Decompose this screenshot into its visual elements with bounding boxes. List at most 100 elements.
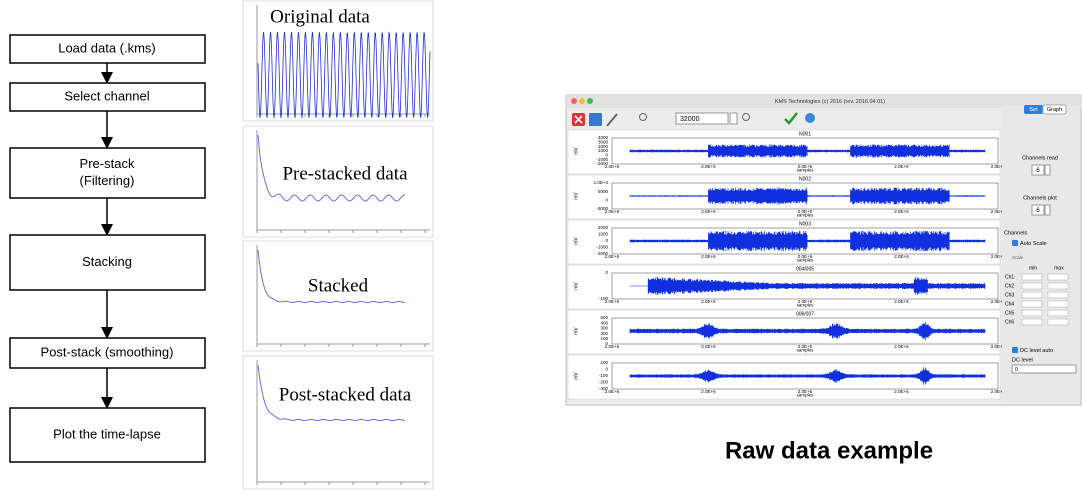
y-axis-label: mV bbox=[573, 327, 579, 335]
x-axis-label: samples bbox=[797, 393, 815, 398]
panel-frame bbox=[243, 356, 433, 489]
channel-name: Ch2 bbox=[1005, 283, 1014, 289]
scale-input bbox=[1048, 301, 1068, 307]
y-tick-label: -1000 bbox=[596, 245, 608, 250]
plot-title: N002 bbox=[799, 176, 811, 182]
scale-input bbox=[1022, 310, 1042, 316]
plot-title: 004/005 bbox=[796, 266, 814, 272]
field-label: Channels plot bbox=[1023, 195, 1057, 201]
x-tick-label: 2.0E+6 bbox=[605, 344, 620, 349]
column-header: max bbox=[1054, 265, 1064, 271]
flow-label: Post-stack (smoothing) bbox=[41, 344, 174, 359]
flow-label: Plot the time-lapse bbox=[53, 426, 161, 441]
save-icon bbox=[589, 113, 602, 126]
channel-name: Ch6 bbox=[1005, 319, 1014, 325]
panel-label: Pre-stacked data bbox=[282, 163, 408, 184]
x-axis-label: samples bbox=[797, 303, 815, 308]
scale-input bbox=[1022, 319, 1042, 325]
x-tick-label: 2.0E+6 bbox=[894, 299, 909, 304]
x-tick-label: 2.0E+6 bbox=[605, 254, 620, 259]
scale-input bbox=[1048, 319, 1068, 325]
y-tick-label: 1000 bbox=[598, 232, 609, 237]
x-tick-label: 2.0E+6 bbox=[605, 209, 620, 214]
y-tick-label: 100 bbox=[600, 360, 608, 365]
y-axis-label: mV bbox=[573, 237, 579, 245]
checkbox-label: DC level auto bbox=[1020, 348, 1053, 354]
scale-input bbox=[1048, 274, 1068, 280]
scale-input bbox=[1048, 292, 1068, 298]
x-tick-label: 2.0E+6 bbox=[605, 389, 620, 394]
x-tick-label: 2.0E+6 bbox=[894, 389, 909, 394]
plot-title: N001 bbox=[799, 131, 811, 137]
y-tick-label: 1.0E+4 bbox=[594, 180, 609, 185]
dc-input bbox=[1012, 365, 1076, 373]
window-button bbox=[587, 98, 593, 104]
x-axis-label: samples bbox=[797, 213, 815, 218]
scale-input bbox=[1022, 301, 1042, 307]
column-header: min bbox=[1029, 265, 1037, 271]
x-axis-label: samples bbox=[797, 258, 815, 263]
y-tick-label: -100 bbox=[599, 373, 609, 378]
x-tick-label: 2.0E+6 bbox=[894, 209, 909, 214]
tab-label: Graph bbox=[1047, 107, 1062, 113]
flow-label: Select channel bbox=[64, 88, 149, 103]
y-axis-label: mV bbox=[573, 372, 579, 380]
checkbox-label: Auto Scale bbox=[1020, 241, 1047, 247]
scale-input bbox=[1022, 283, 1042, 289]
x-tick-label: 2.0E+6 bbox=[701, 344, 716, 349]
x-tick-label: 2.0E+6 bbox=[701, 389, 716, 394]
x-tick-label: 2.0E+6 bbox=[605, 164, 620, 169]
x-tick-label: 2.0E+6 bbox=[894, 344, 909, 349]
x-tick-label: 2.0E+6 bbox=[701, 254, 716, 259]
y-tick-label: 2000 bbox=[598, 225, 609, 230]
x-tick-label: 2.0E+6 bbox=[605, 299, 620, 304]
x-tick-label: 2.0E+6 bbox=[701, 164, 716, 169]
scale-input bbox=[1048, 310, 1068, 316]
channel-name: Ch3 bbox=[1005, 292, 1014, 298]
window-button bbox=[571, 98, 577, 104]
scale-input bbox=[1048, 283, 1068, 289]
field-label: DC level bbox=[1012, 357, 1033, 363]
y-axis-label: mV bbox=[573, 192, 579, 200]
section-heading: Scale bbox=[1012, 255, 1024, 260]
flow-label: Stacking bbox=[82, 254, 132, 269]
x-tick-label: 2.0E+6 bbox=[894, 254, 909, 259]
stepper bbox=[1045, 205, 1050, 215]
field-label: Channels read bbox=[1022, 155, 1058, 161]
figure: Raw data example Load data (.kms) Select … bbox=[0, 0, 1082, 490]
plot-title: N003 bbox=[799, 221, 811, 227]
x-axis-label: samples bbox=[797, 348, 815, 353]
scale-input bbox=[1022, 274, 1042, 280]
channel-name: Ch4 bbox=[1005, 301, 1014, 307]
tab-label: Set bbox=[1029, 107, 1038, 113]
x-tick-label: 2.0E+6 bbox=[894, 164, 909, 169]
window-title: KMS Technologies (c) 2016 (rev. 2016.04.… bbox=[775, 99, 885, 105]
stepper bbox=[730, 113, 737, 124]
panel-label: Post-stacked data bbox=[279, 384, 412, 405]
flow-label: Load data (.kms) bbox=[58, 40, 156, 55]
plot-title: 006/007 bbox=[796, 311, 814, 317]
y-axis-label: mV bbox=[573, 147, 579, 155]
panel-label: Stacked bbox=[308, 275, 369, 296]
channel-name: Ch1 bbox=[1005, 274, 1014, 280]
x-tick-label: 2.0E+6 bbox=[701, 209, 716, 214]
caption: Raw data example bbox=[725, 437, 933, 464]
checkbox bbox=[1012, 240, 1018, 246]
y-tick-label: 5000 bbox=[598, 189, 609, 194]
x-axis-label: samples bbox=[797, 168, 815, 173]
settings-icon bbox=[805, 113, 815, 123]
checkbox bbox=[1012, 347, 1018, 353]
flow-label: (Filtering) bbox=[80, 173, 135, 188]
window-button bbox=[579, 98, 585, 104]
sample-count: 32000 bbox=[680, 116, 700, 123]
dc-value: 0 bbox=[1015, 367, 1018, 373]
flow-label: Pre-stack bbox=[80, 156, 135, 171]
section-heading: Channels bbox=[1004, 230, 1027, 236]
x-tick-label: 2.0E+6 bbox=[701, 299, 716, 304]
y-tick-label: -200 bbox=[599, 380, 609, 385]
stepper bbox=[1045, 165, 1050, 175]
channel-name: Ch5 bbox=[1005, 310, 1014, 316]
y-axis-label: mV bbox=[573, 282, 579, 290]
scale-input bbox=[1022, 292, 1042, 298]
panel-label: Original data bbox=[270, 6, 370, 27]
